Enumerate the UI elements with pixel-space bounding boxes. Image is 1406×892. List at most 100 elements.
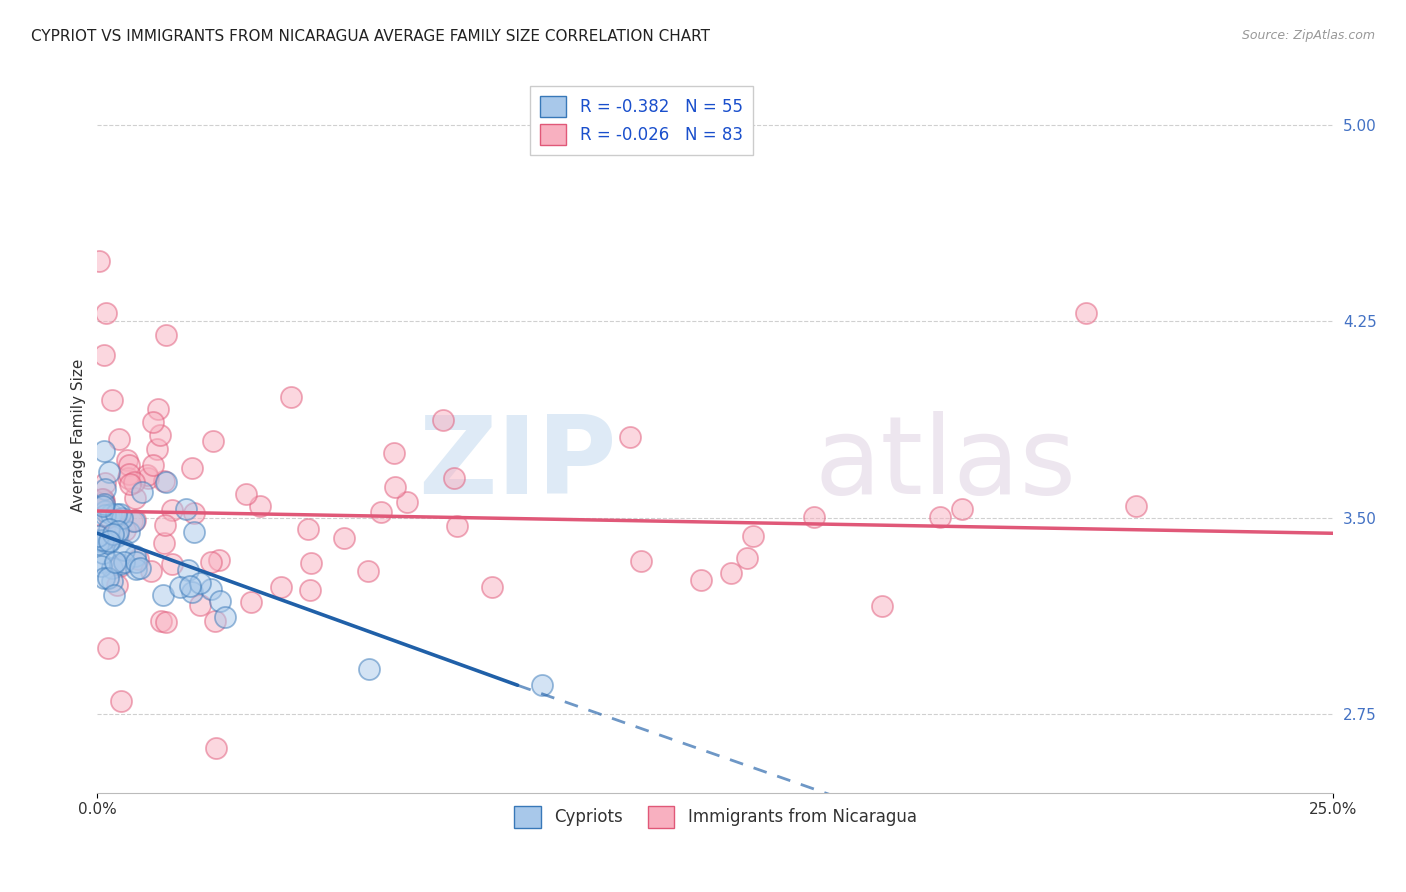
Point <box>94 476 117 491</box>
Point <box>359 662 381 676</box>
Point <box>136 471 159 485</box>
Point <box>139 564 162 578</box>
Point <box>630 554 652 568</box>
Point <box>103 588 125 602</box>
Point <box>122 514 145 528</box>
Point <box>111 510 134 524</box>
Point <box>91 546 114 560</box>
Text: Source: ZipAtlas.com: Source: ZipAtlas.com <box>1241 29 1375 42</box>
Point <box>98 534 121 549</box>
Point <box>97 534 120 549</box>
Point <box>87 529 110 543</box>
Point <box>200 555 222 569</box>
Point <box>481 580 503 594</box>
Point <box>619 430 641 444</box>
Point <box>94 483 117 497</box>
Point <box>160 557 183 571</box>
Point <box>183 506 205 520</box>
Point <box>125 562 148 576</box>
Point <box>1076 306 1098 320</box>
Point <box>235 487 257 501</box>
Point <box>93 348 115 362</box>
Point <box>87 528 110 542</box>
Point <box>97 510 120 524</box>
Point <box>91 492 114 507</box>
Point <box>93 571 115 585</box>
Point <box>180 585 202 599</box>
Point <box>105 529 128 543</box>
Point <box>108 432 131 446</box>
Point <box>214 610 236 624</box>
Point <box>124 549 146 563</box>
Point <box>94 508 117 523</box>
Point <box>183 525 205 540</box>
Point <box>122 475 145 489</box>
Point <box>107 524 129 538</box>
Point <box>97 640 120 655</box>
Point <box>177 564 200 578</box>
Point <box>153 474 176 488</box>
Point <box>112 555 135 569</box>
Point <box>152 588 174 602</box>
Text: atlas: atlas <box>814 410 1076 516</box>
Point <box>97 571 120 585</box>
Point <box>110 558 132 573</box>
Point <box>155 475 177 490</box>
Point <box>153 535 176 549</box>
Point <box>179 579 201 593</box>
Point <box>298 582 321 597</box>
Point <box>118 458 141 472</box>
Point <box>124 491 146 505</box>
Point <box>333 531 356 545</box>
Point <box>153 517 176 532</box>
Point <box>370 505 392 519</box>
Point <box>89 555 111 569</box>
Point <box>160 503 183 517</box>
Point <box>181 461 204 475</box>
Point <box>155 615 177 629</box>
Point <box>93 533 115 547</box>
Point <box>114 523 136 537</box>
Point <box>188 598 211 612</box>
Point <box>136 467 159 482</box>
Point <box>169 580 191 594</box>
Point <box>97 522 120 536</box>
Point <box>93 443 115 458</box>
Point <box>100 561 122 575</box>
Point <box>115 453 138 467</box>
Point <box>201 434 224 448</box>
Point <box>280 390 302 404</box>
Point <box>155 328 177 343</box>
Point <box>720 566 742 580</box>
Text: CYPRIOT VS IMMIGRANTS FROM NICARAGUA AVERAGE FAMILY SIZE CORRELATION CHART: CYPRIOT VS IMMIGRANTS FROM NICARAGUA AVE… <box>31 29 710 44</box>
Point <box>97 536 120 550</box>
Point <box>110 507 132 521</box>
Point <box>950 502 973 516</box>
Point <box>395 495 418 509</box>
Point <box>870 599 893 613</box>
Point <box>149 427 172 442</box>
Point <box>149 614 172 628</box>
Point <box>124 555 146 569</box>
Point <box>929 510 952 524</box>
Point <box>270 580 292 594</box>
Legend: Cypriots, Immigrants from Nicaragua: Cypriots, Immigrants from Nicaragua <box>508 799 924 834</box>
Point <box>91 500 114 514</box>
Point <box>443 471 465 485</box>
Point <box>87 497 110 511</box>
Point <box>117 525 139 540</box>
Point <box>97 465 120 479</box>
Point <box>96 306 118 320</box>
Point <box>117 471 139 485</box>
Point <box>101 574 124 589</box>
Point <box>737 550 759 565</box>
Point <box>100 508 122 522</box>
Point <box>188 575 211 590</box>
Point <box>148 402 170 417</box>
Point <box>105 577 128 591</box>
Point <box>209 594 232 608</box>
Point <box>208 552 231 566</box>
Point <box>176 501 198 516</box>
Point <box>803 510 825 524</box>
Point <box>357 564 380 578</box>
